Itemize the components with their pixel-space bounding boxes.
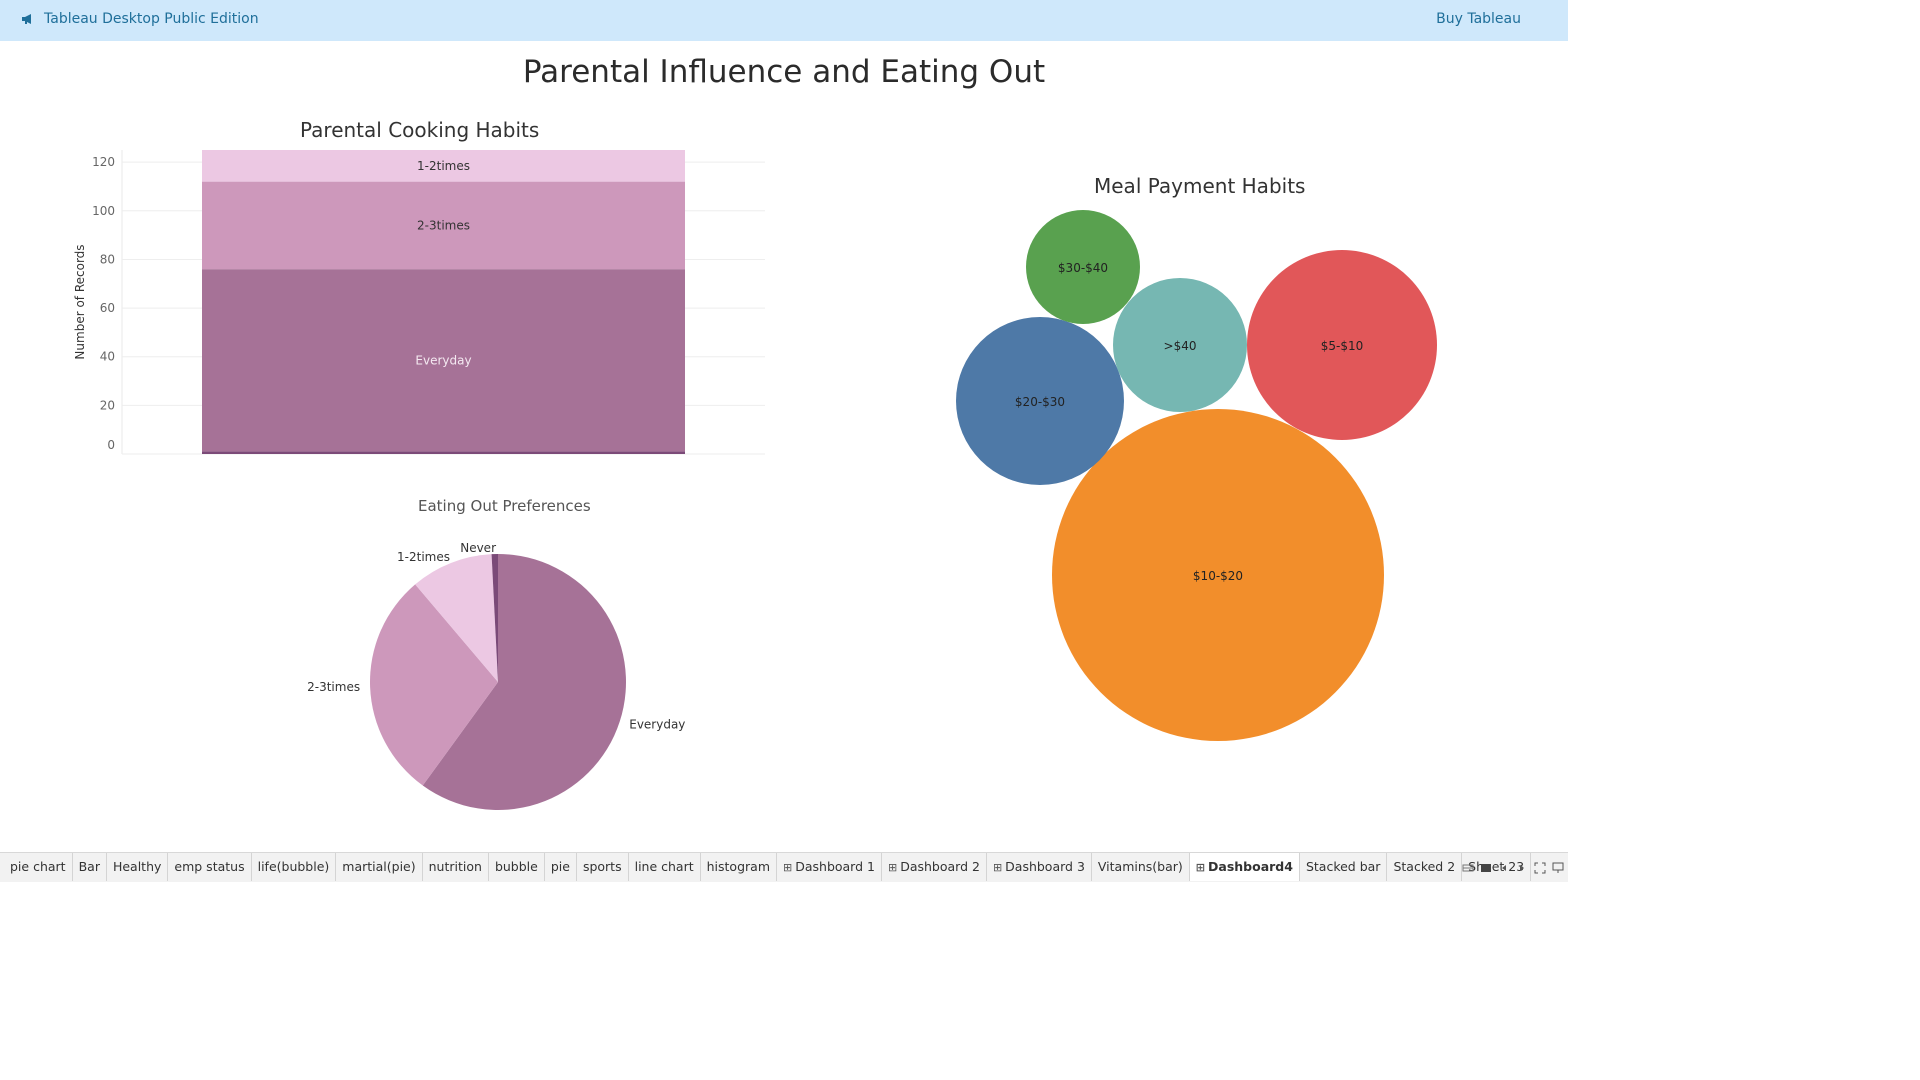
sheet-tab[interactable]: pie chart — [4, 853, 73, 881]
sheet-tab-label: Stacked bar — [1305, 859, 1381, 874]
sheet-tab-label: Healthy — [112, 859, 162, 874]
y-axis-label: Number of Records — [73, 244, 87, 359]
sheet-tab[interactable]: line chart — [628, 853, 701, 881]
sheet-tab-label: Bar — [78, 859, 100, 874]
sheet-tab-label: Dashboard 3 — [1005, 859, 1085, 874]
sheet-tab-label: histogram — [706, 859, 770, 874]
sheet-tab-bar: pie chart Bar Healthy emp status life(bubble… — [0, 852, 1568, 882]
bubble-label: $5-$10 — [1321, 339, 1364, 353]
sheet-nav-controls — [1462, 862, 1564, 874]
pie-slice-label: Everyday — [629, 718, 685, 732]
top-banner: Tableau Desktop Public Edition Buy Table… — [0, 0, 1568, 41]
eating-out-pie-chart: Everyday 2-3times 1-2times Never — [307, 541, 685, 810]
y-tick-label: 0 — [107, 438, 115, 452]
sheet-tab[interactable]: martial(pie) — [336, 853, 423, 881]
fullscreen-icon[interactable] — [1534, 862, 1546, 874]
bubble-label: >$40 — [1164, 339, 1197, 353]
sheet-tab-label: sports — [582, 859, 622, 874]
sheet-tab[interactable]: Bar — [72, 853, 107, 881]
sheet-tab-label: pie chart — [10, 859, 66, 874]
bar-segment-label: 2-3times — [417, 218, 470, 232]
bubble[interactable] — [1247, 250, 1437, 440]
megaphone-icon — [22, 14, 31, 24]
dashboard-icon: ⊞ — [783, 861, 793, 874]
pie-slice[interactable] — [491, 554, 498, 682]
sheet-tab[interactable]: Vitamins(bar) — [1091, 853, 1190, 881]
bubble[interactable] — [1113, 278, 1247, 412]
sheet-tab[interactable]: Stacked 2 — [1387, 853, 1463, 881]
sheet-tabs: pie chart Bar Healthy emp status life(bubble… — [4, 853, 1532, 883]
bubble-label: $20-$30 — [1015, 395, 1065, 409]
bubble-label: $10-$20 — [1193, 569, 1243, 583]
bar-segment[interactable] — [202, 451, 685, 454]
sheet-tab[interactable]: ⊞ Dashboard 1 — [777, 853, 882, 881]
bar-segment[interactable] — [202, 181, 685, 270]
pie-slice-label: 2-3times — [307, 680, 360, 694]
previous-sheet-icon[interactable] — [1498, 862, 1510, 874]
sheet-tab-label: life(bubble) — [257, 859, 330, 874]
sheet-tab[interactable]: life(bubble) — [251, 853, 337, 881]
show-tabs-icon[interactable] — [1480, 862, 1492, 874]
bubble-chart-title: Meal Payment Habits — [1094, 174, 1306, 198]
y-tick-label: 80 — [100, 252, 115, 266]
bar-segment[interactable] — [202, 269, 685, 452]
show-filmstrip-icon[interactable] — [1462, 862, 1474, 874]
bar-chart-title: Parental Cooking Habits — [300, 118, 540, 142]
sheet-tab[interactable]: bubble — [488, 853, 545, 881]
y-tick-label: 100 — [92, 204, 115, 218]
buy-tableau-link[interactable]: Buy Tableau — [1436, 11, 1521, 27]
meal-payment-bubble-chart: $10-$20 $5-$10 $20-$30 >$40 $30-$40 — [956, 210, 1437, 741]
presentation-mode-icon[interactable] — [1552, 862, 1564, 874]
sheet-tab[interactable]: pie — [544, 853, 577, 881]
sheet-tab[interactable]: Healthy — [106, 853, 169, 881]
y-tick-label: 120 — [92, 155, 115, 169]
sheet-tab-label: Vitamins(bar) — [1097, 859, 1183, 874]
bar-segment-label: 1-2times — [417, 159, 470, 173]
dashboard-title: Parental Influence and Eating Out — [522, 54, 1046, 90]
y-tick-label: 40 — [100, 350, 115, 364]
sheet-tab[interactable]: ⊞ Dashboard 2 — [881, 853, 987, 881]
next-sheet-icon[interactable] — [1516, 862, 1528, 874]
pie-slice-label: Never — [460, 541, 496, 555]
bubble-label: $30-$40 — [1058, 261, 1108, 275]
bar-segment-label: Everyday — [415, 353, 471, 367]
parental-cooking-bar-chart: 0 20 40 60 80 100 120 Number of Records Everyday… — [73, 150, 765, 455]
pie-slice-label: 1-2times — [397, 550, 450, 564]
bubble[interactable] — [1052, 409, 1384, 741]
bar-segment[interactable] — [202, 150, 685, 182]
sheet-tab-label: pie — [550, 859, 570, 874]
dashboard-icon: ⊞ — [1195, 861, 1206, 874]
sheet-tab-label: emp status — [174, 859, 245, 874]
sheet-tab[interactable]: emp status — [168, 853, 252, 881]
sheet-tab[interactable]: Stacked bar — [1299, 853, 1388, 881]
sheet-tab-label: nutrition — [428, 859, 482, 874]
y-tick-label: 20 — [100, 398, 115, 412]
sheet-tab-label: martial(pie) — [342, 859, 416, 874]
sheet-tab-label: Dashboard 1 — [795, 859, 875, 874]
pie-slice[interactable] — [422, 554, 626, 810]
bubble[interactable] — [956, 317, 1124, 485]
dashboard-icon: ⊞ — [887, 861, 898, 874]
sheet-tab[interactable]: ⊞ Dashboard4 — [1189, 853, 1300, 881]
sheet-tab-label: Stacked 2 — [1393, 859, 1456, 874]
pie-chart-title: Eating Out Preferences — [418, 497, 591, 515]
sheet-tab[interactable]: ⊞ Dashboard 3 — [986, 853, 1092, 881]
sheet-tab-label: line chart — [634, 859, 694, 874]
sheet-tab-label: Dashboard 2 — [900, 859, 980, 874]
pie-slice[interactable] — [370, 584, 498, 786]
y-tick-label: 60 — [100, 301, 115, 315]
sheet-tab-label: bubble — [494, 859, 538, 874]
bubble[interactable] — [1026, 210, 1140, 324]
edition-label: Tableau Desktop Public Edition — [44, 11, 259, 27]
sheet-tab[interactable]: nutrition — [422, 853, 489, 881]
dashboard-icon: ⊞ — [992, 861, 1003, 874]
sheet-tab[interactable]: sports — [576, 853, 629, 881]
sheet-tab[interactable]: histogram — [700, 853, 777, 881]
sheet-tab-label: Dashboard4 — [1208, 859, 1293, 874]
pie-slice[interactable] — [415, 554, 498, 682]
